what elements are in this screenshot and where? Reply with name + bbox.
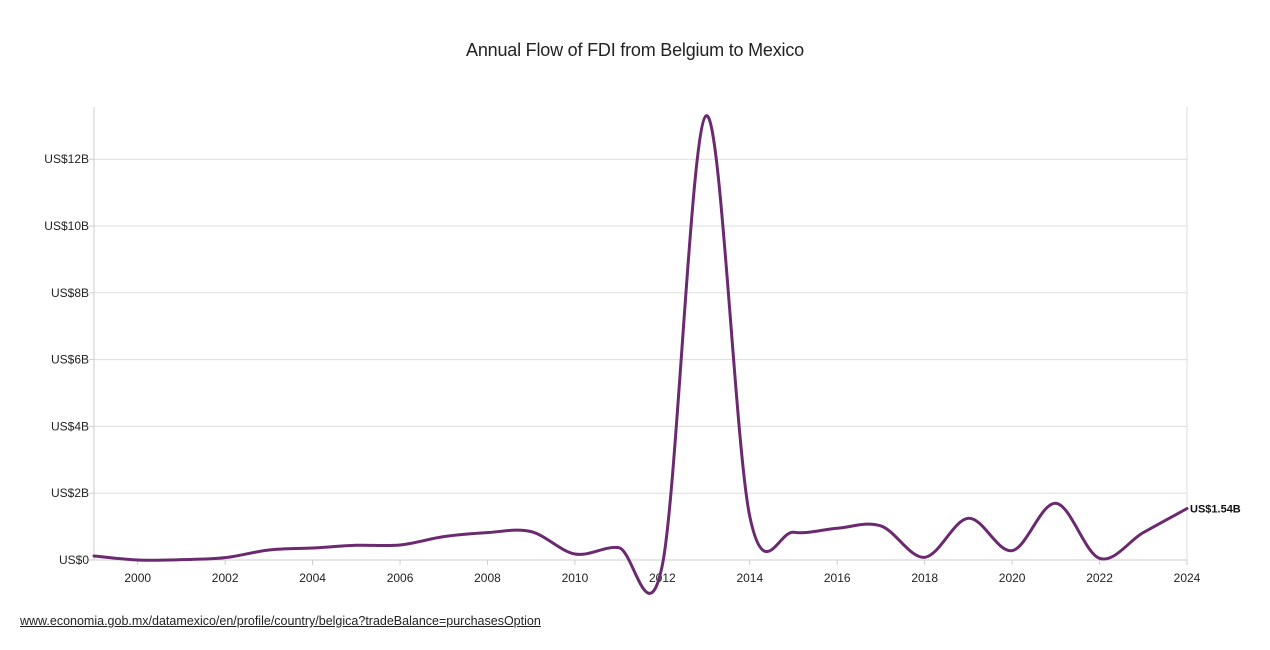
x-tick-label: 2000 xyxy=(124,571,151,585)
data-point xyxy=(397,542,403,548)
data-point xyxy=(528,529,534,535)
x-tick-label: 2012 xyxy=(649,571,676,585)
data-point xyxy=(222,555,228,561)
data-point xyxy=(135,557,141,563)
x-tick-label: 2002 xyxy=(212,571,239,585)
y-axis-ticks: US$0 US$2B US$4B US$6B US$8B US$10B US$12B xyxy=(44,152,89,567)
x-tick-label: 2014 xyxy=(736,571,763,585)
data-point xyxy=(484,530,490,536)
data-point xyxy=(922,554,928,560)
x-axis-ticks: 2000 2002 2004 2006 2008 2010 2012 2014 2016 2018… xyxy=(124,560,1201,585)
end-label-layer: US$1.54B xyxy=(1190,504,1241,516)
data-point xyxy=(747,514,753,520)
data-point xyxy=(965,515,971,521)
data-point xyxy=(266,547,272,553)
data-point xyxy=(353,542,359,548)
series-layer xyxy=(91,113,1189,595)
data-point xyxy=(791,529,797,535)
y-tick-label: US$10B xyxy=(44,219,89,233)
x-tick-label: 2006 xyxy=(387,571,414,585)
x-tick-label: 2004 xyxy=(299,571,326,585)
x-tick-label: 2010 xyxy=(562,571,589,585)
x-tick-label: 2020 xyxy=(999,571,1026,585)
source-link[interactable]: www.economia.gob.mx/datamexico/en/profil… xyxy=(20,614,541,628)
y-tick-label: US$0 xyxy=(59,553,89,567)
data-point xyxy=(834,525,840,531)
data-point xyxy=(659,562,665,568)
end-value-label: US$1.54B xyxy=(1190,504,1241,516)
y-tick-label: US$12B xyxy=(44,152,89,166)
y-tick-label: US$4B xyxy=(51,419,89,433)
axes xyxy=(93,107,1188,561)
data-point xyxy=(878,523,884,529)
data-point xyxy=(91,553,97,559)
series-line xyxy=(92,114,1189,595)
data-point xyxy=(1053,500,1059,506)
x-tick-label: 2024 xyxy=(1174,571,1201,585)
y-tick-label: US$2B xyxy=(51,486,89,500)
x-tick-label: 2016 xyxy=(824,571,851,585)
y-tick-label: US$6B xyxy=(51,353,89,367)
data-point xyxy=(1097,555,1103,561)
data-point xyxy=(1140,530,1146,536)
y-tick-label: US$8B xyxy=(51,286,89,300)
x-tick-label: 2022 xyxy=(1086,571,1113,585)
chart-title: Annual Flow of FDI from Belgium to Mexic… xyxy=(466,40,804,60)
data-point xyxy=(703,113,709,119)
data-point xyxy=(178,557,184,563)
x-tick-label: 2018 xyxy=(911,571,938,585)
data-point xyxy=(310,545,316,551)
data-point xyxy=(616,545,622,551)
x-tick-label: 2008 xyxy=(474,571,501,585)
data-point xyxy=(572,551,578,557)
grid-lines xyxy=(89,158,1187,561)
data-point xyxy=(441,534,447,540)
data-point xyxy=(1009,548,1015,554)
